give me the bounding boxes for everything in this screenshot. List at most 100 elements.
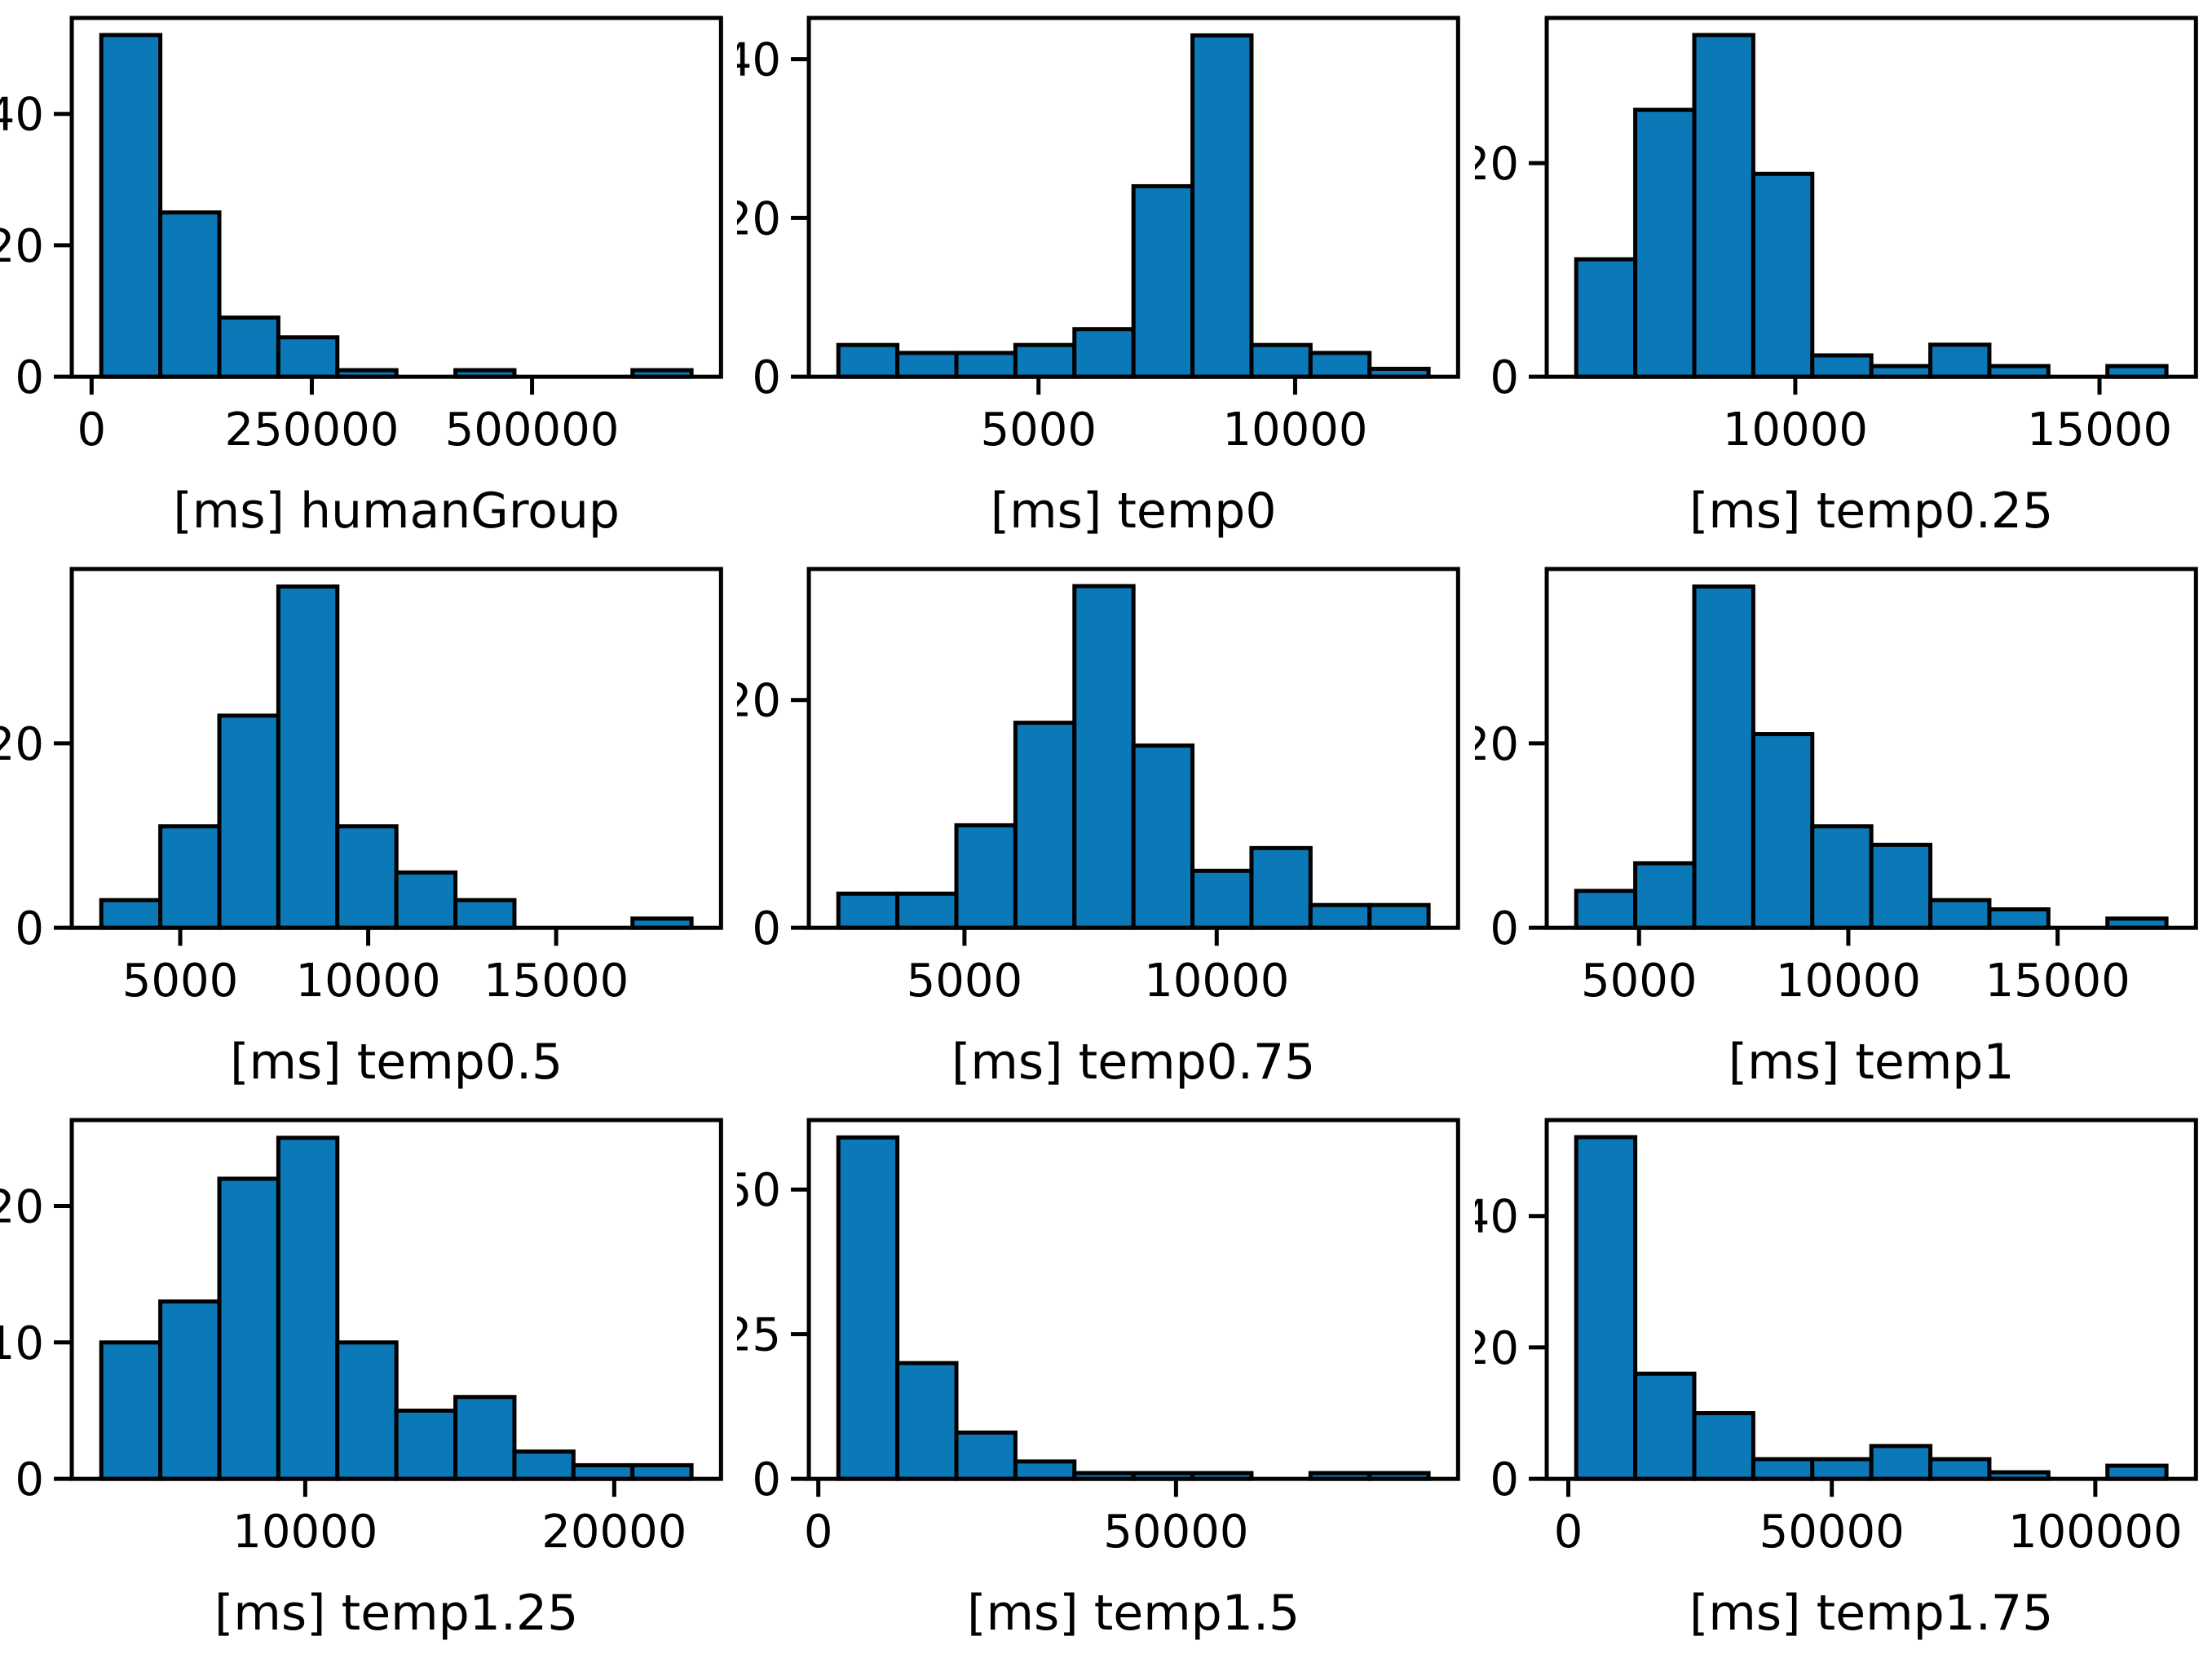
histogram-bar <box>895 1361 959 1482</box>
x-tick-label: 10000 <box>232 1506 377 1559</box>
histogram-bar <box>158 1299 222 1482</box>
histogram-bar <box>1692 584 1755 930</box>
x-axis-label: [ms] temp0.25 <box>1689 483 2053 540</box>
histogram-bar <box>1574 889 1637 930</box>
x-tick-label: 0 <box>804 1506 833 1559</box>
histogram-bar <box>837 1136 900 1482</box>
histogram-bar <box>158 824 222 930</box>
histogram-bar <box>1072 327 1137 379</box>
y-tick-label: 0 <box>753 1454 782 1507</box>
histogram-temp0.5: 5000 10000 15000 0 20 [ms] temp0.5 <box>0 567 723 1091</box>
x-axis-label: [ms] temp0.5 <box>230 1034 563 1091</box>
histogram-bar <box>276 584 340 930</box>
x-axis-label: [ms] temp0 <box>991 483 1277 540</box>
histogram-bar <box>1367 902 1431 930</box>
histogram-bar <box>1574 1135 1637 1482</box>
histogram-bar <box>217 315 280 379</box>
y-tick-label: 0 <box>15 351 44 404</box>
histogram-bar <box>1249 342 1314 379</box>
histogram-temp0.25: 10000 15000 0 20 [ms] temp0.25 <box>1475 15 2198 540</box>
histogram-bar <box>1927 342 1992 379</box>
histogram-bar <box>335 1340 399 1482</box>
histogram-temp0: 5000 10000 0 20 40 [ms] temp0 <box>737 15 1461 540</box>
y-tick-label: 0 <box>753 351 782 404</box>
histogram-bar <box>394 871 458 930</box>
histogram-bar <box>571 1463 635 1482</box>
x-tick-label: 50000 <box>1759 1506 1904 1559</box>
y-tick-label: 20 <box>1475 1322 1519 1375</box>
x-tick-label: 10000 <box>1776 955 1921 1008</box>
subplot-temp0: 5000 10000 0 20 40 [ms] temp0 <box>737 0 1474 551</box>
histogram-temp1.25: 10000 20000 0 10 20 [ms] temp1.25 <box>0 1118 723 1643</box>
histogram-bar <box>1869 843 1932 930</box>
y-tick-label: 40 <box>0 89 44 142</box>
x-tick-label: 500000 <box>445 404 620 457</box>
histogram-bar <box>1751 1457 1814 1482</box>
x-axis-label: [ms] temp1.5 <box>967 1586 1300 1643</box>
x-tick-label: 5000 <box>122 955 239 1008</box>
histogram-bar <box>335 824 399 930</box>
histogram-bar <box>895 351 959 379</box>
histogram-bar <box>954 351 1018 379</box>
histogram-bar <box>1692 1411 1755 1482</box>
histogram-bar <box>1809 353 1874 379</box>
x-tick-label: 20000 <box>541 1506 687 1559</box>
histogram-bar <box>1869 1444 1932 1482</box>
y-tick-label: 0 <box>1490 902 1519 955</box>
histogram-bar <box>837 891 900 930</box>
histogram-temp0.75: 5000 10000 0 20 [ms] temp0.75 <box>737 567 1461 1091</box>
subplot-humanGroup: 0 250000 500000 0 20 40 [ms] humanGroup <box>0 0 737 551</box>
x-tick-label: 0 <box>1553 1506 1583 1559</box>
x-tick-label: 250000 <box>225 404 400 457</box>
y-tick-label: 50 <box>737 1165 781 1218</box>
histogram-temp1: 5000 10000 15000 0 20 [ms] temp1 <box>1475 567 2198 1091</box>
histogram-humanGroup: 0 250000 500000 0 20 40 [ms] humanGroup <box>0 15 723 540</box>
histogram-bar <box>217 713 280 930</box>
plot-frame <box>806 567 1461 930</box>
histogram-bar <box>1309 902 1372 930</box>
subplot-temp1.25: 10000 20000 0 10 20 [ms] temp1.25 <box>0 1102 737 1653</box>
histogram-bar <box>837 342 900 379</box>
y-tick-label: 25 <box>737 1309 781 1362</box>
x-tick-label: 100000 <box>2008 1506 2183 1559</box>
y-tick-label: 20 <box>0 718 44 771</box>
histogram-bar <box>895 891 959 930</box>
histogram-bar <box>1574 257 1637 379</box>
x-tick-label: 15000 <box>2027 404 2172 457</box>
x-tick-label: 10000 <box>1722 404 1867 457</box>
histogram-bar <box>276 335 340 379</box>
x-tick-label: 10000 <box>1223 404 1368 457</box>
x-tick-label: 5000 <box>907 955 1023 1008</box>
y-tick-label: 20 <box>1475 138 1519 191</box>
x-tick-label: 5000 <box>981 404 1097 457</box>
x-tick-label: 15000 <box>483 955 629 1008</box>
y-tick-label: 40 <box>1475 1191 1519 1244</box>
x-tick-label: 5000 <box>1581 955 1698 1008</box>
histogram-bar <box>1632 1372 1697 1482</box>
histogram-bar <box>99 898 163 930</box>
histogram-bar <box>1632 108 1697 379</box>
plot-frame <box>1544 1118 2198 1482</box>
x-tick-label: 50000 <box>1104 1506 1249 1559</box>
plot-frame <box>806 15 1461 379</box>
histogram-bar <box>630 1463 694 1482</box>
subplot-temp0.5: 5000 10000 15000 0 20 [ms] temp0.5 <box>0 551 737 1102</box>
plot-frame <box>806 1118 1461 1482</box>
histogram-bar <box>99 33 163 379</box>
histogram-bar <box>1987 907 2051 930</box>
histogram-bar <box>217 1176 280 1482</box>
x-axis-label: [ms] humanGroup <box>173 483 620 540</box>
plot-frame <box>1544 15 2198 379</box>
subplot-temp1: 5000 10000 15000 0 20 [ms] temp1 <box>1475 551 2212 1102</box>
histogram-temp1.5: 0 50000 0 25 50 [ms] temp1.5 <box>737 1118 1461 1643</box>
plot-frame <box>69 1118 723 1482</box>
histogram-bar <box>1927 1457 1992 1482</box>
histogram-bar <box>453 1395 517 1482</box>
x-axis-label: [ms] temp1 <box>1728 1034 2014 1091</box>
histogram-bar <box>276 1136 340 1482</box>
x-tick-label: 10000 <box>296 955 441 1008</box>
histogram-bar <box>1013 721 1077 930</box>
histogram-bar <box>1809 1457 1874 1482</box>
y-tick-label: 20 <box>737 192 781 245</box>
